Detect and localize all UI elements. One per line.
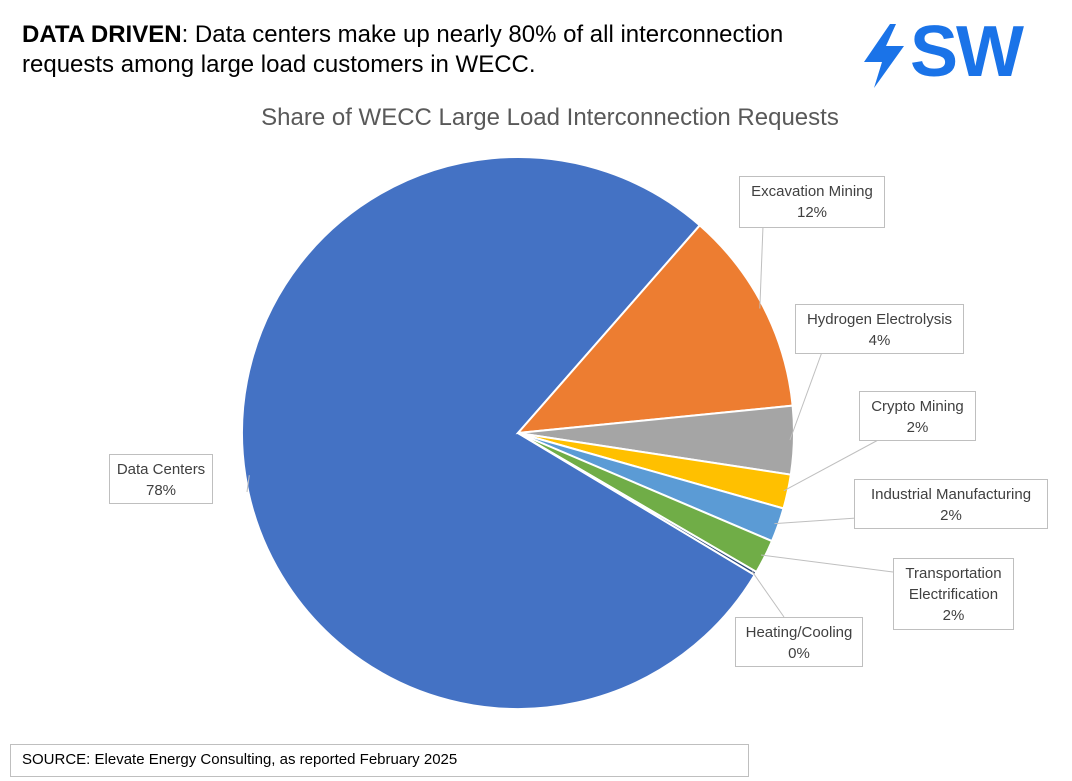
leader-line <box>783 438 881 492</box>
data-label-value: 2% <box>940 507 962 524</box>
data-label-name: Excavation Mining <box>751 183 873 200</box>
data-label: Data Centers 78% <box>109 454 213 504</box>
leader-line <box>751 571 785 618</box>
logo: SW <box>860 12 1060 92</box>
headline-bold: DATA DRIVEN <box>22 21 182 48</box>
data-label-name: Heating/Cooling <box>745 624 853 641</box>
data-label-value: 4% <box>868 332 891 349</box>
leader-line <box>774 517 858 525</box>
data-label: Heating/Cooling 0% <box>735 617 863 667</box>
leader-line <box>761 554 894 573</box>
data-label: Excavation Mining 12% <box>739 176 885 228</box>
data-label: Transportation Electrification 2% <box>893 558 1014 630</box>
pie-slice-data-centers <box>241 156 757 710</box>
data-label-name: Crypto Mining <box>871 398 964 415</box>
chart-title: Share of WECC Large Load Interconnection… <box>261 104 839 131</box>
data-label-value: 78% <box>145 482 177 499</box>
lightning-bolt-icon <box>864 24 904 88</box>
data-label-value: 0% <box>788 645 810 662</box>
data-label: Hydrogen Electrolysis 4% <box>795 304 964 354</box>
logo-text: SW <box>910 12 1024 92</box>
leader-line <box>789 351 823 441</box>
data-label-name: Hydrogen Electrolysis <box>806 311 953 328</box>
data-label-name: Industrial Manufacturing <box>870 486 1032 503</box>
headline-text: : Data centers make up nearly 80% of all… <box>22 21 784 78</box>
data-label-name: Data Centers <box>116 461 206 478</box>
headline: DATA DRIVEN: Data centers make up nearly… <box>22 20 842 80</box>
data-label-value: 2% <box>906 419 929 436</box>
data-label: Crypto Mining 2% <box>859 391 976 441</box>
source-note: SOURCE: Elevate Energy Consulting, as re… <box>10 744 749 777</box>
leader-line <box>759 225 764 309</box>
data-label: Industrial Manufacturing 2% <box>854 479 1048 529</box>
leader-line <box>246 475 250 493</box>
pie-slice-excavation-mining <box>515 223 794 435</box>
data-label-value: 2% <box>942 607 965 624</box>
data-label-value: 12% <box>796 204 828 221</box>
data-label-name: Transportation Electrification <box>905 565 1002 603</box>
